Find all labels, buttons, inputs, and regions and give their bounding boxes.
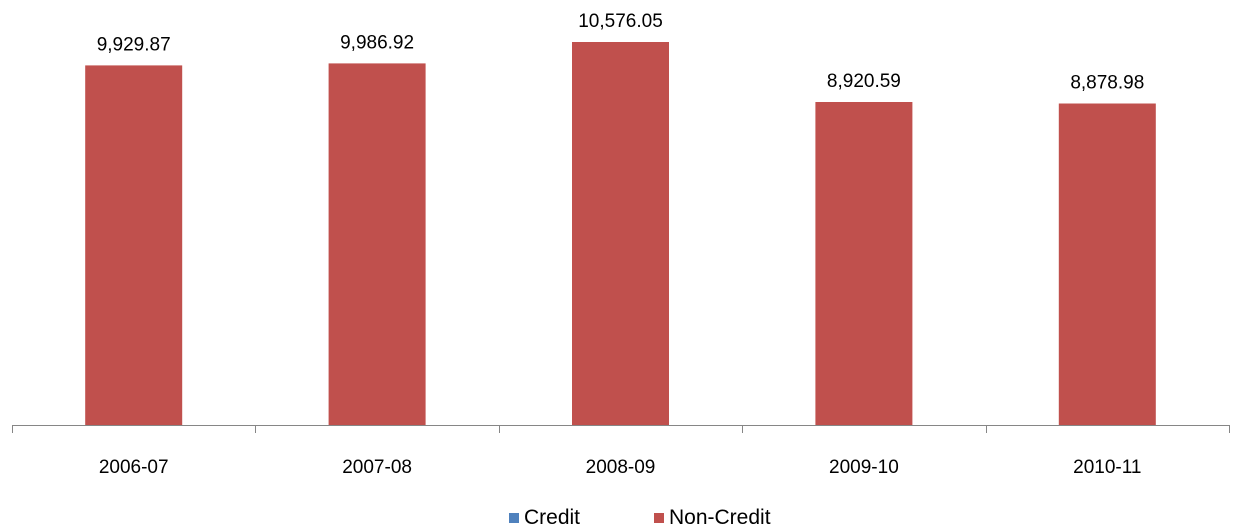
data-labels-layer: 9,929.87 9,986.92 10,576.05 8,920.59 8,878.9… — [97, 11, 1145, 94]
x-axis: 2006-07 2007-08 2008-09 2009-10 2010-11 — [12, 425, 1230, 478]
bar-chart-plot: 9,929.87 9,986.92 10,576.05 8,920.59 8,878.9… — [12, 11, 1230, 478]
data-label-2009-10: 8,920.59 — [827, 71, 901, 92]
bar-non-credit-2006-07 — [85, 65, 183, 426]
legend-swatch-credit — [509, 513, 519, 523]
x-tick-label-2007-08: 2007-08 — [342, 457, 412, 478]
legend-label-non-credit: Non-Credit — [669, 506, 771, 529]
data-label-2008-09: 10,576.05 — [578, 11, 663, 32]
data-label-2006-07: 9,929.87 — [97, 34, 171, 55]
bar-non-credit-2008-09 — [572, 42, 669, 425]
x-tick-label-2008-09: 2008-09 — [586, 457, 656, 478]
data-label-2010-11: 8,878.98 — [1070, 73, 1144, 94]
legend-swatch-non-credit — [654, 513, 664, 523]
x-tick-label-2009-10: 2009-10 — [829, 457, 899, 478]
x-tick-label-2006-07: 2006-07 — [99, 457, 169, 478]
legend: Credit Non-Credit — [0, 505, 1241, 530]
data-label-2007-08: 9,986.92 — [340, 32, 414, 53]
bar-non-credit-2010-11 — [1058, 103, 1156, 425]
bars-layer — [85, 42, 1156, 426]
x-tick-label-2010-11: 2010-11 — [1073, 457, 1141, 478]
bar-non-credit-2007-08 — [328, 63, 426, 426]
bar-non-credit-2009-10 — [815, 102, 913, 425]
legend-label-credit: Credit — [524, 506, 581, 529]
